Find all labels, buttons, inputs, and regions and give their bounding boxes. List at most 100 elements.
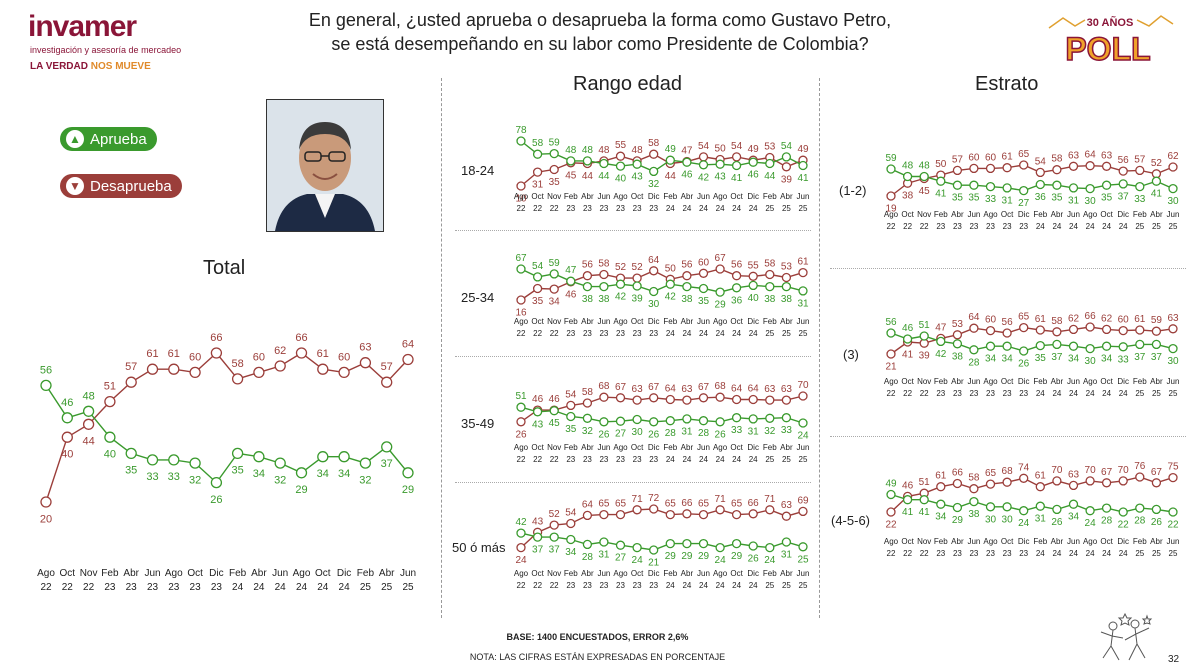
total-desaprueba-point [61,431,73,443]
age-35-49-desaprueba-point [682,395,692,405]
age-18-24-tick-month: Dic [747,192,759,201]
age-25-34-tick-month: Feb [763,317,777,326]
estrato-4-5-6-desaprueba-line [890,476,1174,513]
age-35-49-aprueba-point [516,402,526,412]
estrato-4-5-6-aprueba-label: 34 [1068,512,1080,523]
estrato-1-2-tick-year: 24 [1052,222,1061,231]
estrato-4-5-6-tick-month: Oct [1100,537,1113,546]
estrato-1-2-tick-month: Abr [1150,210,1163,219]
age-25-34-tick-month: Jun [597,317,610,326]
age-50-mas-aprueba-label: 29 [681,551,693,562]
estrato-1-2-aprueba-point [902,171,913,182]
estrato-title: Estrato [975,73,1039,95]
estrato-1-2-desaprueba-label: 50 [935,159,947,170]
estrato-4-5-6-aprueba-point [1068,499,1079,509]
age-50-mas-tick-month: Dic [747,569,759,578]
total-tick-month: Dic [209,568,223,579]
estrato-3-desaprueba-point [1019,322,1029,333]
age-50-mas-aprueba-label: 29 [731,551,743,562]
estrato-1-2-desaprueba-label: 19 [885,204,897,215]
age-50-mas-aprueba-point [765,542,775,553]
age-18-24-aprueba-point [615,161,626,171]
age-35-49-desaprueba-label: 63 [764,384,776,395]
estrato-4-5-6-aprueba-point [1168,507,1178,517]
age-50-mas-aprueba-label: 29 [698,551,710,562]
age-50-mas-desaprueba-point [781,511,792,521]
age-35-49-desaprueba-label: 68 [715,381,727,392]
estrato-3-aprueba-label: 38 [952,351,964,362]
estrato-4-5-6-desaprueba-label: 68 [1002,466,1014,477]
estrato-3-tick-month: Oct [1100,377,1113,386]
estrato-3-aprueba-point [1168,343,1178,354]
estrato-1-2-tick-month: Dic [1117,210,1129,219]
total-aprueba-label: 29 [402,484,414,496]
estrato-1-2-desaprueba-point [969,163,979,174]
age-35-49-tick-month: Dic [747,443,759,452]
age-50-mas-aprueba-point [698,538,709,549]
age-35-49-aprueba-point [798,418,808,428]
total-desaprueba-label: 63 [359,342,371,354]
age-25-34-tick-year: 23 [583,329,592,338]
age-25-34-desaprueba-label: 16 [515,308,527,319]
age-25-34-tick-year: 23 [599,329,608,338]
estrato-3-tick-month: Abr [1150,377,1163,386]
estrato-1-2-aprueba-point [1168,183,1178,194]
estrato-3-desaprueba-label: 61 [1134,314,1146,325]
age-35-49-aprueba-label: 33 [731,425,743,436]
estrato-3-desaprueba-label: 39 [919,351,931,362]
age-18-24-tick-year: 22 [517,204,526,213]
age-50-mas-tick-year: 24 [666,581,675,590]
age-35-49-tick-year: 23 [583,455,592,464]
estrato-1-2-aprueba-label: 30 [1085,196,1097,207]
age-25-34-aprueba-line [520,268,804,293]
estrato-1-2-tick-month: Feb [1133,210,1147,219]
age-35-49-tick-month: Oct [631,443,644,452]
age-25-34-tick-month: Jun [797,317,810,326]
age-50-mas-desaprueba-point [549,520,559,530]
age-18-24-aprueba-label: 48 [582,145,594,156]
row-divider-2 [455,356,811,357]
estrato-1-2-tick-month: Abr [951,210,964,219]
age-50-mas-tick-year: 23 [633,581,642,590]
estrato-3-aprueba-label: 42 [935,349,947,360]
estrato-3-aprueba-point [1002,341,1012,351]
age-35-49-aprueba-point [615,416,626,426]
age-35-49-tick-year: 23 [633,455,642,464]
age-25-34-tick-year: 23 [616,329,625,338]
age-18-24-aprueba-label: 41 [797,173,809,184]
age-35-49-desaprueba-point [715,392,725,402]
age-25-34-tick-month: Abr [581,317,594,326]
age-35-49-aprueba-point [781,413,792,423]
age-25-34-aprueba-point [781,281,792,292]
total-tick-month: Jun [272,568,288,579]
age-50-mas-tick-month: Ago [613,569,628,578]
age-35-49-aprueba-label: 32 [764,426,776,437]
total-desaprueba-label: 62 [274,345,286,357]
age-25-34-desaprueba-point [599,269,609,280]
total-desaprueba-point [359,357,372,369]
estrato-1-2-aprueba-point [1118,179,1128,189]
age-18-24-tick-month: Abr [681,192,694,201]
estrato-4-5-6-aprueba-label: 31 [1035,514,1047,525]
age-25-34-tick-year: 24 [682,329,691,338]
total-aprueba-label: 26 [210,494,222,506]
age-50-mas-desaprueba-point [682,509,692,519]
total-desaprueba-point [82,418,95,430]
estrato-3-aprueba-point [952,339,963,349]
estrato-4-5-6-tick-month: Jun [967,537,980,546]
estrato-4-5-6-desaprueba-label: 61 [935,471,947,482]
label-18-24: 18-24 [461,163,495,178]
age-35-49-desaprueba-point [781,395,792,405]
age-25-34-desaprueba-label: 61 [797,257,809,268]
row-divider-3 [455,482,811,483]
age-50-mas-aprueba-label: 24 [764,555,776,566]
age-25-34-desaprueba-point [798,267,808,278]
estrato-3-aprueba-point [1035,340,1045,351]
age-25-34-aprueba-label: 42 [615,292,627,303]
estrato-1-2-tick-month: Dic [1018,210,1030,219]
estrato-4-5-6-aprueba-label: 28 [1134,516,1146,527]
estrato-1-2-aprueba-point [919,171,929,182]
age-35-49-aprueba-label: 27 [615,429,627,440]
total-tick-month: Feb [229,568,247,579]
total-desaprueba-label: 61 [168,348,180,360]
